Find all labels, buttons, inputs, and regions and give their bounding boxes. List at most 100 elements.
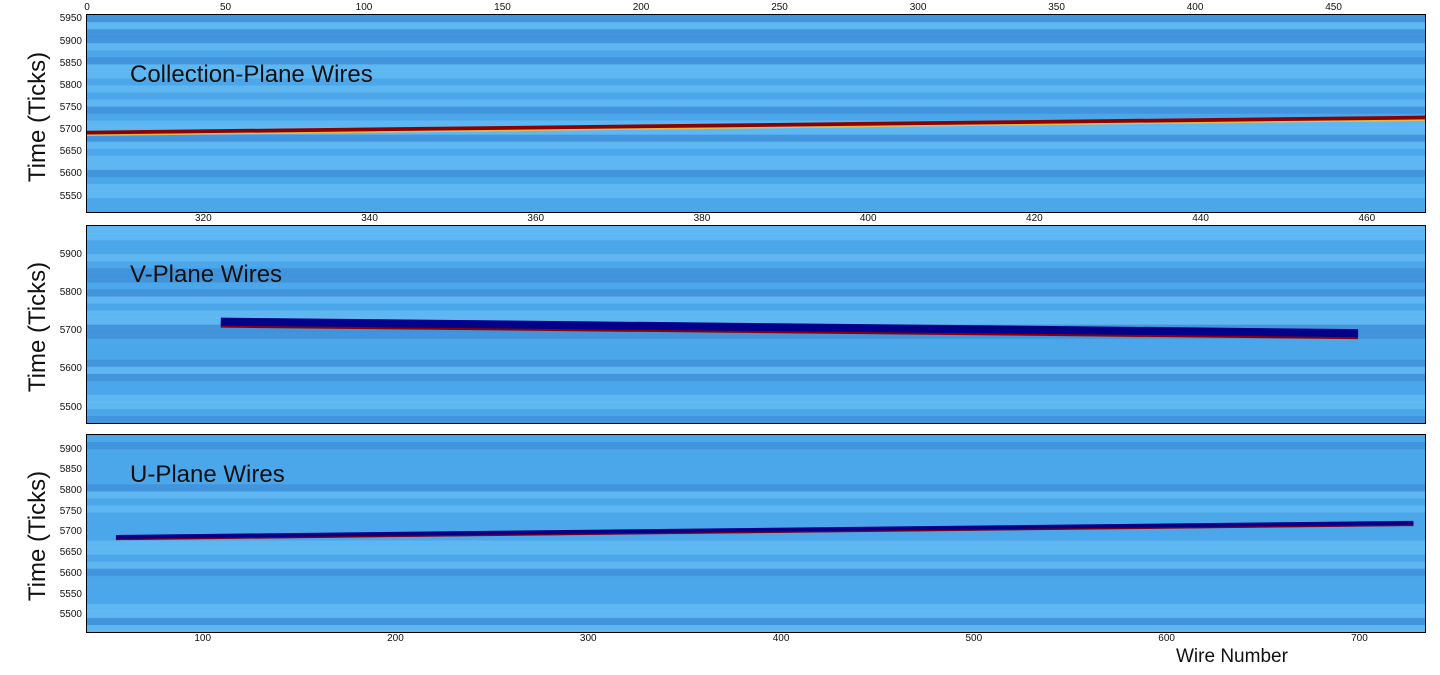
- noise-band: [87, 268, 1425, 276]
- y-tick-label: 5550: [59, 588, 82, 600]
- noise-band: [87, 92, 1425, 100]
- x-tick-label: 420: [1026, 213, 1043, 224]
- noise-band: [87, 78, 1425, 86]
- x-tick-label: 500: [965, 633, 983, 644]
- noise-band: [87, 148, 1425, 157]
- noise-band: [87, 22, 1425, 30]
- noise-band: [87, 141, 1425, 150]
- x-tick-label: 350: [1048, 2, 1065, 13]
- noise-band: [87, 169, 1425, 178]
- noise-band: [87, 568, 1425, 577]
- noise-band: [87, 505, 1425, 513]
- noise-band: [87, 261, 1425, 269]
- noise-band: [87, 456, 1425, 464]
- y-tick-label: 5850: [59, 57, 82, 69]
- y-tick-label: 5900: [59, 443, 82, 455]
- noise-band: [87, 540, 1425, 548]
- noise-band: [87, 533, 1425, 541]
- noise-band: [87, 603, 1425, 612]
- noise-band: [87, 345, 1425, 354]
- y-tick-label: 5650: [59, 547, 82, 559]
- noise-band: [87, 589, 1425, 598]
- noise-band: [87, 610, 1425, 619]
- y-tick-label: 5700: [59, 124, 82, 136]
- noise-band: [87, 470, 1425, 478]
- u-plane-label: U-Plane Wires: [130, 461, 285, 488]
- track-highlight: [87, 119, 1425, 136]
- v-plane-panel: [86, 225, 1426, 424]
- x-tick-label: 400: [1186, 2, 1204, 13]
- y-tick-label: 5700: [59, 325, 82, 337]
- noise-band: [87, 190, 1425, 199]
- noise-band: [87, 247, 1425, 255]
- noise-band: [87, 617, 1425, 626]
- noise-band: [87, 43, 1425, 51]
- noise-band: [87, 575, 1425, 584]
- y-tick-label: 5850: [59, 464, 82, 476]
- noise-band: [87, 99, 1425, 107]
- noise-band: [87, 625, 1425, 632]
- noise-band: [87, 380, 1425, 389]
- x-tick-label: 600: [1158, 633, 1175, 644]
- track-highlight: [115, 524, 1414, 541]
- noise-band: [87, 226, 1425, 234]
- x-tick-label: 100: [355, 2, 373, 13]
- v-plane-heatmap: [87, 226, 1425, 423]
- noise-band: [87, 519, 1425, 527]
- noise-band: [87, 296, 1425, 304]
- noise-band: [87, 50, 1425, 58]
- x-tick-label: 200: [387, 633, 404, 644]
- noise-band: [87, 317, 1425, 325]
- noise-band: [87, 155, 1425, 164]
- x-tick-label: 340: [361, 213, 378, 224]
- y-tick-label: 5750: [59, 505, 82, 517]
- noise-band: [87, 134, 1425, 143]
- y-tick-label: 5800: [59, 79, 82, 91]
- noise-band: [87, 36, 1425, 44]
- noise-band: [87, 582, 1425, 591]
- x-tick-label: 400: [859, 213, 877, 224]
- noise-band: [87, 547, 1425, 556]
- x-axis-label: Wire Number: [1176, 646, 1288, 667]
- y-tick-label: 5700: [59, 526, 82, 538]
- noise-band: [87, 359, 1425, 368]
- noise-band: [87, 484, 1425, 492]
- noise-band: [87, 85, 1425, 93]
- u-plane-panel: [86, 434, 1426, 633]
- noise-band: [87, 29, 1425, 37]
- noise-band: [87, 366, 1425, 375]
- noise-band: [87, 15, 1425, 23]
- noise-band: [87, 561, 1425, 570]
- y-tick-label: 5650: [59, 146, 82, 158]
- x-tick-label: 0: [84, 2, 90, 13]
- collection-plane-heatmap: [87, 15, 1425, 212]
- noise-band: [87, 106, 1425, 114]
- noise-band: [87, 554, 1425, 563]
- noise-band: [87, 303, 1425, 311]
- noise-band: [87, 240, 1425, 248]
- x-tick-label: 320: [195, 213, 212, 224]
- x-tick-label: 300: [579, 633, 597, 644]
- noise-band: [87, 205, 1425, 212]
- y-tick-label: 5800: [59, 286, 82, 298]
- noise-band: [87, 498, 1425, 506]
- y-tick-label: 5950: [59, 13, 82, 25]
- y-tick-label: 5500: [59, 609, 82, 621]
- noise-band: [87, 401, 1425, 410]
- collection-plane-panel: [86, 14, 1426, 213]
- particle-track: [115, 520, 1414, 540]
- x-tick-label: 380: [693, 213, 711, 224]
- noise-band: [87, 394, 1425, 403]
- noise-band: [87, 512, 1425, 520]
- noise-band: [87, 127, 1425, 136]
- noise-band: [87, 233, 1425, 241]
- noise-band: [87, 113, 1425, 121]
- y-tick-label: 5900: [59, 35, 82, 47]
- noise-band: [87, 373, 1425, 382]
- noise-band: [87, 289, 1425, 297]
- x-tick-label: 300: [909, 2, 927, 13]
- y-tick-label: 5500: [59, 401, 82, 413]
- u-plane-heatmap: [87, 435, 1425, 632]
- particle-track: [220, 317, 1359, 338]
- noise-band: [87, 275, 1425, 283]
